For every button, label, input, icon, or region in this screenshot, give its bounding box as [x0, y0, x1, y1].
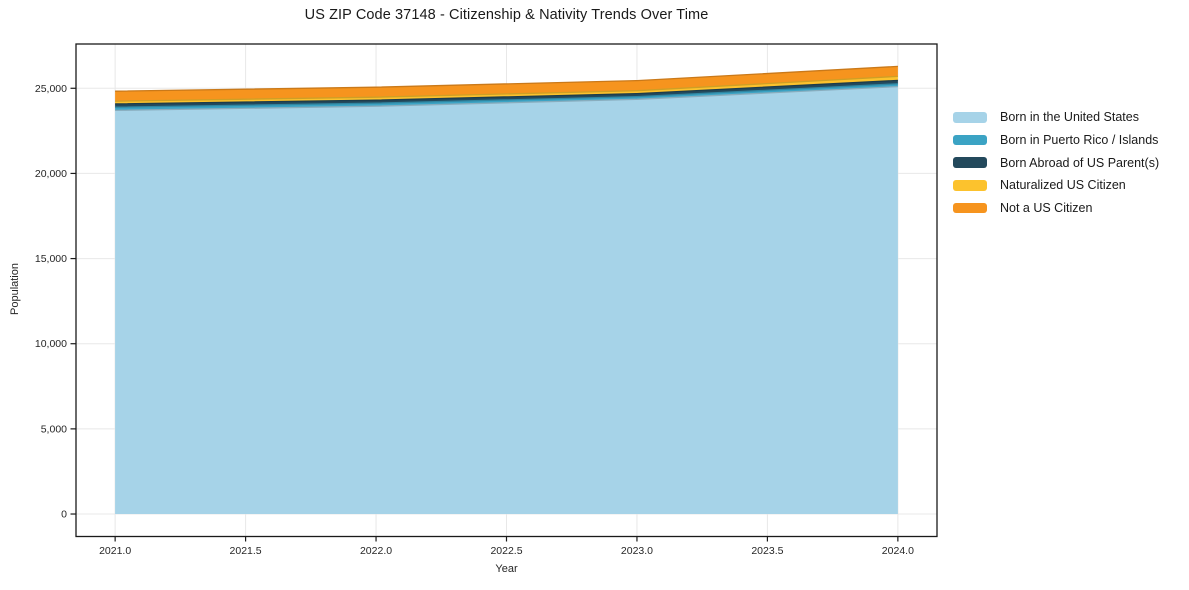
- y-tick-label: 20,000: [35, 168, 67, 180]
- y-tick-label: 5,000: [41, 423, 67, 435]
- x-tick-label: 2021.0: [99, 545, 131, 557]
- y-axis-ticks: 0 5,000 10,000 15,000 20,000 25,000: [35, 83, 76, 521]
- y-tick-label: 15,000: [35, 253, 67, 265]
- series-edge: [115, 79, 898, 105]
- legend-item: Born in Puerto Rico / Islands: [953, 129, 1159, 152]
- legend-swatch-icon: [953, 180, 987, 191]
- y-tick-label: 25,000: [35, 83, 67, 95]
- y-tick-label: 0: [61, 509, 67, 521]
- legend-item: Naturalized US Citizen: [953, 174, 1159, 197]
- y-axis-title: Population: [9, 263, 21, 315]
- legend-label: Born in Puerto Rico / Islands: [1000, 133, 1159, 148]
- x-tick-label: 2024.0: [882, 545, 914, 557]
- legend-swatch-icon: [953, 157, 987, 168]
- legend-item: Born Abroad of US Parent(s): [953, 151, 1159, 174]
- x-axis-title: Year: [495, 563, 518, 575]
- legend-label: Born Abroad of US Parent(s): [1000, 155, 1160, 170]
- x-tick-label: 2023.0: [621, 545, 653, 557]
- x-tick-label: 2022.0: [360, 545, 392, 557]
- legend-label: Born in the United States: [1000, 110, 1139, 125]
- y-tick-label: 10,000: [35, 338, 67, 350]
- series-edge: [115, 83, 898, 108]
- x-tick-label: 2022.5: [490, 545, 522, 557]
- legend-label: Not a US Citizen: [1000, 201, 1093, 216]
- legend: Born in the United States Born in Puerto …: [953, 106, 1159, 219]
- series-edge: [115, 75, 898, 102]
- series-not-a-us-citizen: [115, 66, 898, 102]
- series-edge: [115, 65, 898, 92]
- series-born-in-the-united-states: [115, 86, 898, 514]
- x-tick-label: 2023.5: [751, 545, 783, 557]
- x-axis-ticks: 2021.0 2021.5 2022.0 2022.5 2023.0 2023.5 2024…: [99, 536, 914, 557]
- series-born-abroad-of-us-parent-s: [115, 80, 898, 108]
- series-born-in-puerto-rico-islands: [115, 83, 898, 111]
- legend-swatch-icon: [953, 134, 987, 146]
- series-naturalized-us-citizen: [115, 76, 898, 104]
- legend-swatch-icon: [953, 202, 987, 214]
- legend-label: Naturalized US Citizen: [1000, 178, 1126, 193]
- x-tick-label: 2021.5: [230, 545, 262, 557]
- chart-title: US ZIP Code 37148 - Citizenship & Nativi…: [304, 7, 709, 23]
- legend-item: Born in the United States: [953, 106, 1159, 129]
- legend-swatch-icon: [953, 112, 987, 123]
- legend-item: Not a US Citizen: [953, 197, 1159, 220]
- series-edge: [115, 85, 898, 112]
